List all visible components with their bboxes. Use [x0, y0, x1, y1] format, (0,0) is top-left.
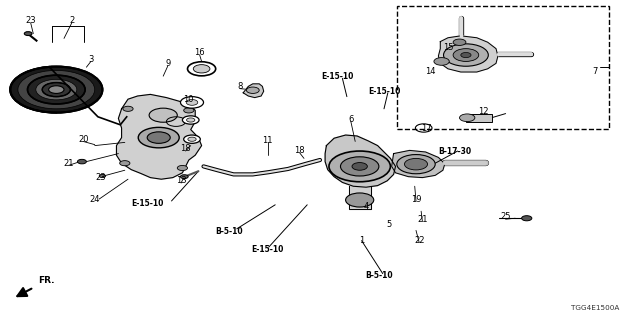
Circle shape: [346, 193, 374, 207]
Text: 6: 6: [348, 115, 353, 124]
Circle shape: [453, 39, 466, 45]
Text: 17: 17: [421, 124, 431, 133]
Circle shape: [177, 165, 188, 171]
Text: 21: 21: [417, 215, 428, 224]
Circle shape: [184, 108, 194, 113]
Circle shape: [404, 158, 428, 170]
Text: 21: 21: [63, 159, 74, 168]
Circle shape: [123, 106, 133, 111]
Text: 23: 23: [96, 173, 106, 182]
Text: 24: 24: [90, 196, 100, 204]
Circle shape: [138, 127, 179, 148]
Text: 11: 11: [262, 136, 273, 145]
Polygon shape: [349, 186, 371, 209]
Circle shape: [460, 114, 475, 122]
Circle shape: [149, 108, 177, 122]
Circle shape: [180, 97, 204, 108]
Text: 8: 8: [237, 82, 243, 91]
Circle shape: [444, 44, 488, 66]
Circle shape: [188, 137, 196, 141]
Circle shape: [415, 124, 432, 132]
Circle shape: [120, 161, 130, 166]
Circle shape: [461, 52, 471, 58]
Circle shape: [18, 70, 95, 109]
Text: E-15-10: E-15-10: [252, 245, 284, 254]
Polygon shape: [325, 135, 396, 187]
Circle shape: [28, 75, 85, 104]
Text: 22: 22: [414, 236, 424, 245]
Text: B-17-30: B-17-30: [438, 148, 471, 156]
Text: 16: 16: [195, 48, 205, 57]
Bar: [466, 114, 492, 122]
Text: E-15-10: E-15-10: [131, 199, 163, 208]
Circle shape: [147, 132, 170, 143]
Text: 3: 3: [88, 55, 93, 64]
Circle shape: [186, 100, 198, 105]
Circle shape: [193, 65, 210, 73]
Text: 18: 18: [180, 144, 191, 153]
Circle shape: [10, 67, 102, 113]
Text: E-15-10: E-15-10: [322, 72, 354, 81]
Text: 1: 1: [359, 236, 364, 245]
Text: 10: 10: [184, 95, 194, 104]
Text: E-15-10: E-15-10: [368, 87, 400, 96]
Text: B-5-10: B-5-10: [215, 227, 243, 236]
Circle shape: [49, 86, 64, 93]
Text: 4: 4: [364, 202, 369, 211]
Text: 15: 15: [443, 43, 453, 52]
Text: 18: 18: [294, 146, 305, 155]
Polygon shape: [243, 84, 264, 98]
Circle shape: [329, 151, 390, 182]
Circle shape: [397, 155, 435, 174]
Polygon shape: [116, 94, 202, 179]
Bar: [397, 6, 609, 129]
Polygon shape: [392, 150, 445, 178]
Text: 12: 12: [478, 108, 488, 116]
Text: 7: 7: [593, 68, 598, 76]
Polygon shape: [438, 36, 498, 72]
Text: 2: 2: [69, 16, 74, 25]
Text: 5: 5: [387, 220, 392, 229]
Circle shape: [352, 163, 367, 170]
Circle shape: [187, 118, 195, 122]
Text: 19: 19: [411, 195, 421, 204]
Text: 9: 9: [165, 60, 170, 68]
Circle shape: [42, 83, 70, 97]
Circle shape: [246, 87, 259, 93]
Circle shape: [453, 49, 479, 61]
Text: 20: 20: [78, 135, 88, 144]
Circle shape: [182, 116, 199, 124]
Text: 14: 14: [425, 68, 435, 76]
Circle shape: [434, 58, 449, 65]
Text: 23: 23: [26, 16, 36, 25]
Circle shape: [188, 62, 216, 76]
Circle shape: [36, 79, 77, 100]
Circle shape: [340, 157, 379, 176]
Circle shape: [184, 135, 200, 143]
Text: TGG4E1500A: TGG4E1500A: [571, 305, 620, 311]
Text: B-5-10: B-5-10: [365, 271, 393, 280]
Text: 13: 13: [176, 176, 186, 185]
Circle shape: [522, 216, 532, 221]
Circle shape: [99, 174, 106, 178]
Circle shape: [180, 175, 188, 179]
Text: FR.: FR.: [38, 276, 55, 285]
Text: 25: 25: [500, 212, 511, 221]
Circle shape: [24, 32, 32, 36]
Circle shape: [77, 159, 86, 164]
